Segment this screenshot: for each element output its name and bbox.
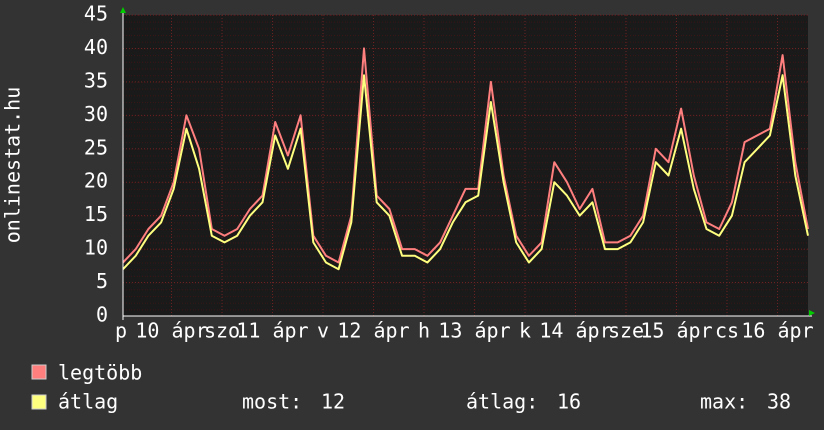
x-tick-label: 16 ápr <box>741 319 813 343</box>
x-tick-label: sze <box>608 319 644 343</box>
y-tick-label: 35 <box>84 68 108 92</box>
y-tick-label: 40 <box>84 35 108 59</box>
stat-label: max: <box>700 390 748 414</box>
y-tick-label: 30 <box>84 102 108 126</box>
stat-value: 12 <box>321 390 345 414</box>
x-tick-label: cs <box>715 319 739 343</box>
x-tick-label: k <box>519 319 531 343</box>
x-tick-label: 11 ápr <box>236 319 308 343</box>
y-tick-label: 10 <box>84 236 108 260</box>
minor-grid <box>123 15 808 316</box>
y-tick-label: 20 <box>84 169 108 193</box>
legend-label: átlag <box>58 390 118 414</box>
x-tick-label: 12 ápr <box>337 319 409 343</box>
x-tick-label: 15 ápr <box>640 319 712 343</box>
x-tick-label: v <box>317 319 329 343</box>
stat-value: 16 <box>557 390 581 414</box>
series-line <box>122 74 809 271</box>
x-tick-label: p <box>115 319 127 343</box>
legend-label: legtöbb <box>58 361 142 385</box>
y-arrow <box>120 7 126 13</box>
y-tick-label: 45 <box>84 2 108 26</box>
y-axis-title: onlinestat.hu <box>1 87 25 244</box>
x-tick-label: szo <box>204 319 240 343</box>
stat-label: most: <box>242 390 302 414</box>
y-tick-label: 15 <box>84 202 108 226</box>
x-tick-label: 10 ápr <box>135 319 207 343</box>
legend-swatch <box>31 394 47 410</box>
stat-value: 38 <box>767 390 791 414</box>
stat-label: átlag: <box>466 390 538 414</box>
x-tick-label: h <box>418 319 430 343</box>
legend-swatch <box>31 364 47 380</box>
x-arrow <box>809 310 815 316</box>
x-tick-label: 14 ápr <box>539 319 611 343</box>
series-line <box>122 47 809 264</box>
y-tick-label: 25 <box>84 135 108 159</box>
y-tick-label: 5 <box>96 269 108 293</box>
y-tick-label: 0 <box>96 303 108 327</box>
x-tick-label: 13 ápr <box>438 319 510 343</box>
